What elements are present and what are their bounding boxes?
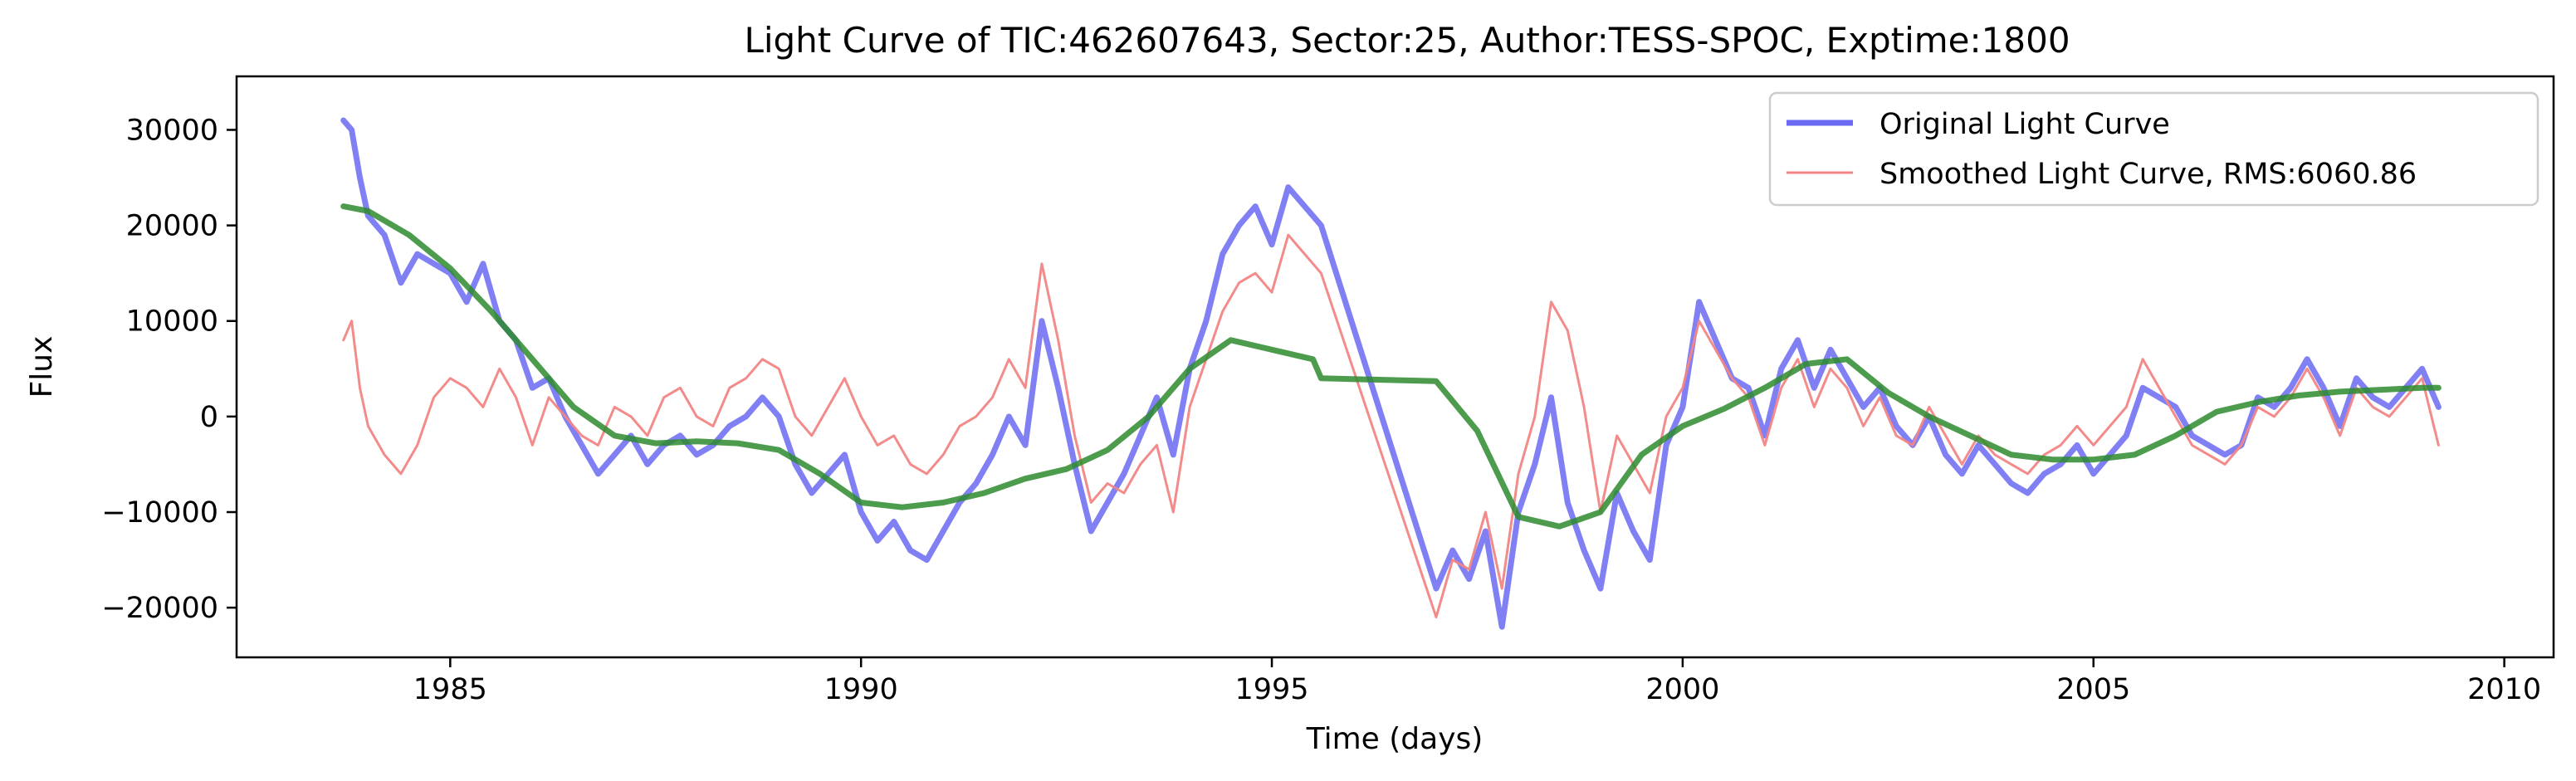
- plot-area-frame: [235, 75, 2555, 659]
- series-line-thick: [340, 117, 2442, 630]
- series-layer: [340, 117, 2442, 630]
- series-line-trend: [340, 203, 2442, 530]
- x-tick-label: 1985: [413, 673, 487, 706]
- x-axis-label: Time (days): [1306, 722, 1484, 756]
- x-tick-label: 2005: [2056, 673, 2130, 706]
- y-tick-label: 20000: [126, 210, 218, 243]
- x-tick-label: 2000: [1645, 673, 1719, 706]
- chart-title: Light Curve of TIC:462607643, Sector:25,…: [744, 20, 2070, 61]
- legend-box: [1768, 91, 2539, 207]
- y-tick-label: −20000: [101, 592, 218, 625]
- legend-label-original: Original Light Curve: [1879, 108, 2170, 141]
- y-axis: −20000 −10000 0 10000 20000 30000: [101, 114, 237, 625]
- y-axis-label: Flux: [25, 336, 59, 398]
- x-tick-label: 1990: [824, 673, 898, 706]
- y-tick-label: 0: [200, 401, 218, 434]
- x-tick-label: 2010: [2467, 673, 2541, 706]
- legend: Original Light Curve Smoothed Light Curv…: [1768, 91, 2539, 207]
- y-tick-label: 30000: [126, 114, 218, 147]
- x-tick-label: 1995: [1235, 673, 1309, 706]
- y-tick-label: 10000: [126, 305, 218, 339]
- x-axis: 1985 1990 1995 2000 2005 2010: [413, 657, 2541, 706]
- y-tick-label: −10000: [101, 496, 218, 530]
- legend-label-smoothed: Smoothed Light Curve, RMS:6060.86: [1879, 158, 2417, 191]
- series-line-thin: [342, 233, 2440, 619]
